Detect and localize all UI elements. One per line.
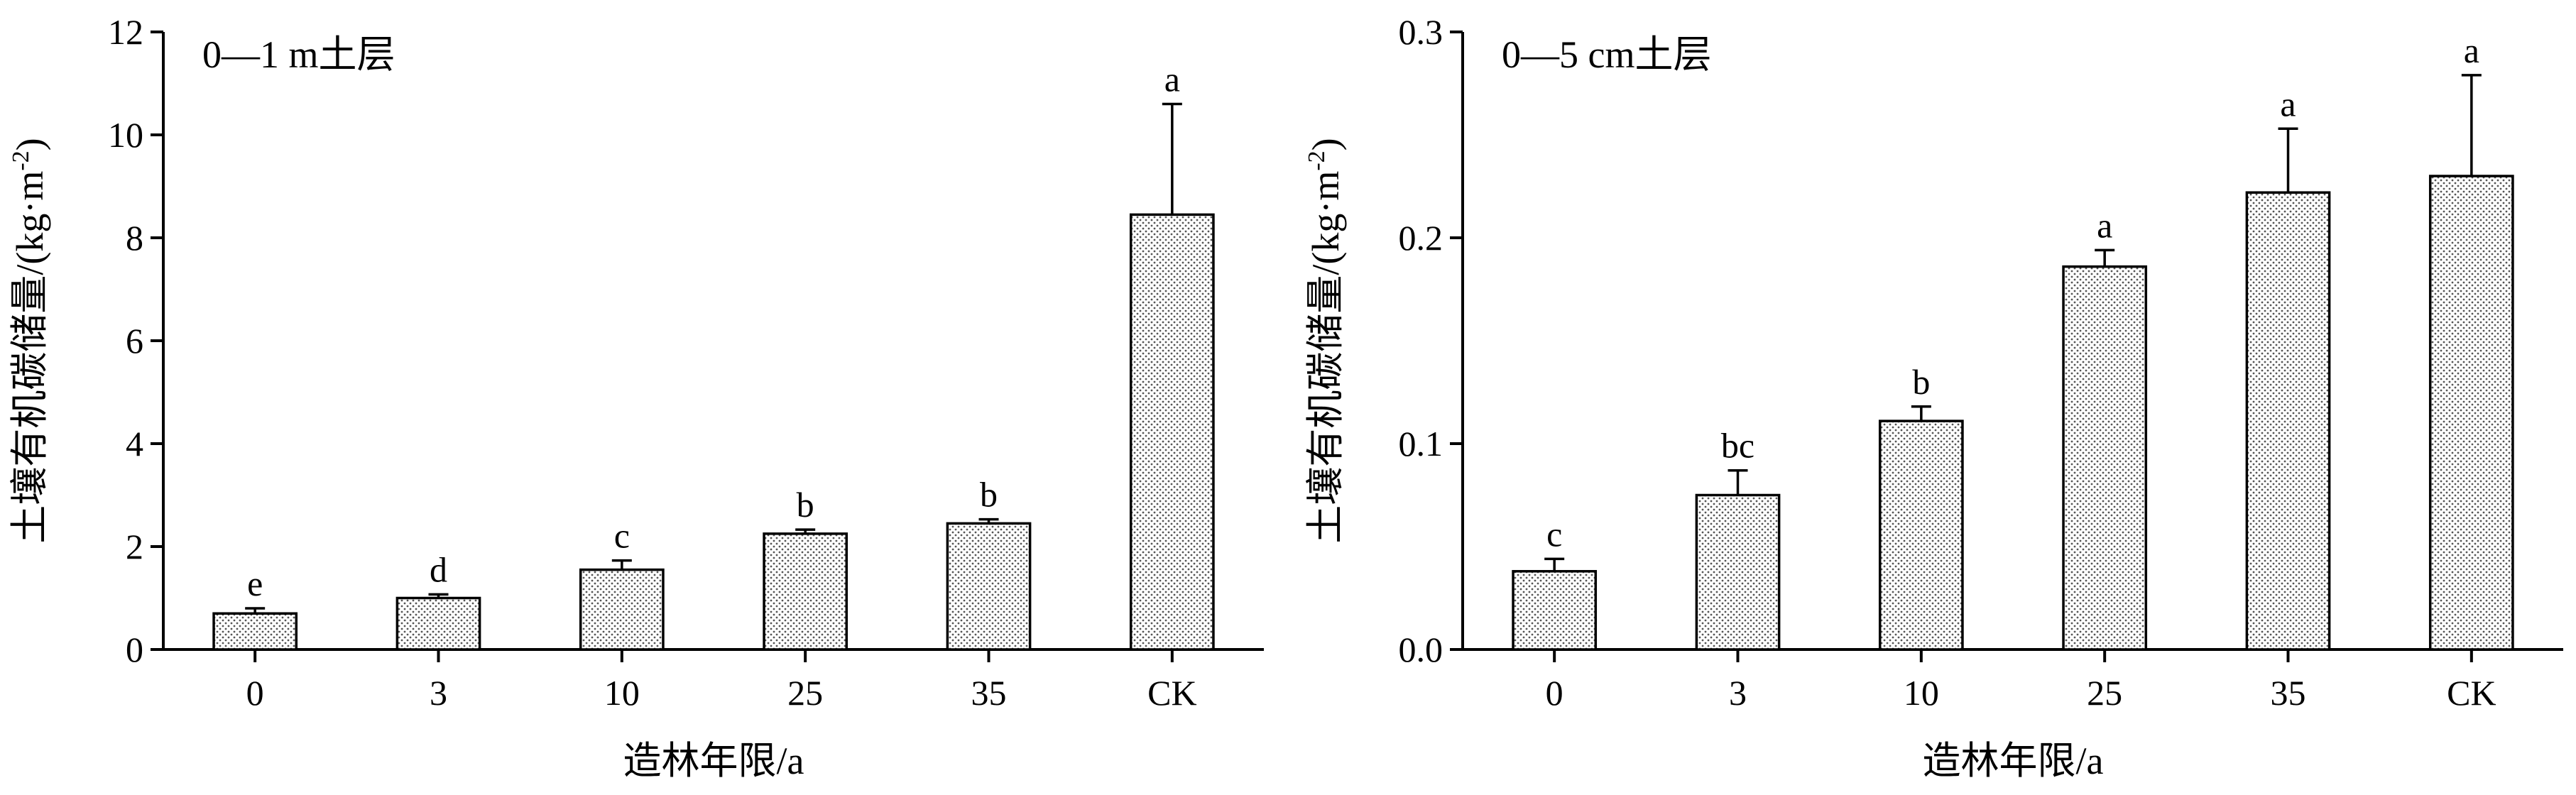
x-tick-label-0: 0	[1546, 673, 1563, 713]
significance-label-10: b	[1912, 362, 1930, 402]
bar-10	[579, 568, 665, 651]
y-tick-label: 0.1	[1399, 424, 1443, 464]
bar-35	[2245, 191, 2331, 651]
panel-label: 0—5 cm土层	[1502, 33, 1711, 76]
x-tick-label-3: 3	[430, 673, 447, 713]
y-tick-label: 0.2	[1399, 218, 1443, 258]
x-tick-label-35: 35	[971, 673, 1007, 713]
bar-0	[212, 612, 298, 651]
bar-3	[395, 596, 481, 651]
significance-label-35: b	[980, 475, 998, 515]
significance-label-CK: a	[2464, 31, 2479, 70]
panel-label: 0—1 m土层	[202, 33, 395, 76]
x-tick-label-CK: CK	[1147, 673, 1196, 713]
significance-label-0: e	[247, 564, 263, 603]
y-axis-title-superscript: -2	[8, 150, 34, 170]
x-tick-label-CK: CK	[2447, 673, 2496, 713]
significance-label-10: c	[614, 516, 630, 556]
y-axis-title-main: 土壤有机碳储量/(kg·m	[1304, 171, 1347, 544]
y-tick-label: 6	[126, 321, 143, 361]
x-tick-label-3: 3	[1729, 673, 1747, 713]
bar-CK	[1129, 213, 1215, 651]
y-axis-title-tail: )	[1304, 138, 1347, 150]
y-tick-label: 4	[126, 424, 143, 464]
significance-label-0: c	[1546, 514, 1562, 554]
panel-left-chart: 0 2 4 6 8 10 12 e 0 d 3 c 10 b 25 b 35 a CK 造林年限/a 土壤有机碳储量/(…	[8, 12, 1264, 782]
significance-label-3: d	[430, 549, 447, 589]
y-tick-label: 2	[126, 527, 143, 566]
x-axis-title: 造林年限/a	[623, 740, 804, 782]
x-tick-label-35: 35	[2271, 673, 2306, 713]
y-tick-label: 0.0	[1399, 630, 1443, 669]
bar-CK	[2428, 175, 2514, 651]
x-tick-label-25: 25	[787, 673, 823, 713]
y-axis-title: 土壤有机碳储量/(kg·m-2)	[8, 138, 51, 543]
x-tick-label-0: 0	[246, 673, 264, 713]
x-tick-label-10: 10	[1904, 673, 1939, 713]
y-axis-title: 土壤有机碳储量/(kg·m-2)	[1304, 138, 1347, 543]
y-tick-label: 10	[108, 115, 143, 155]
x-tick-label-10: 10	[604, 673, 640, 713]
bar-25	[2062, 265, 2148, 651]
y-axis-title-main: 土壤有机碳储量/(kg·m	[9, 171, 51, 544]
x-axis-title: 造林年限/a	[1923, 740, 2104, 782]
significance-label-35: a	[2280, 84, 2296, 124]
panel-right-chart: 0.0 0.1 0.2 0.3 c 0 bc 3 b 10 a 25 a 35 a CK 造林年限/a 土壤有机碳…	[1304, 12, 2563, 782]
bar-0	[1512, 570, 1598, 651]
bar-3	[1695, 493, 1781, 651]
y-tick-label: 8	[126, 218, 143, 258]
y-axis-title-tail: )	[9, 138, 51, 150]
y-axis-title-superscript: -2	[1304, 150, 1330, 170]
significance-label-25: a	[2097, 205, 2112, 245]
significance-label-CK: a	[1164, 60, 1180, 99]
significance-label-25: b	[797, 485, 814, 525]
y-tick-label: 0	[126, 630, 143, 669]
significance-label-3: bc	[1721, 426, 1754, 466]
y-tick-label: 12	[108, 12, 143, 52]
y-tick-label: 0.3	[1399, 12, 1443, 52]
bar-35	[946, 522, 1032, 651]
bar-10	[1878, 420, 1964, 651]
x-tick-label-25: 25	[2087, 673, 2122, 713]
bar-25	[763, 532, 848, 651]
